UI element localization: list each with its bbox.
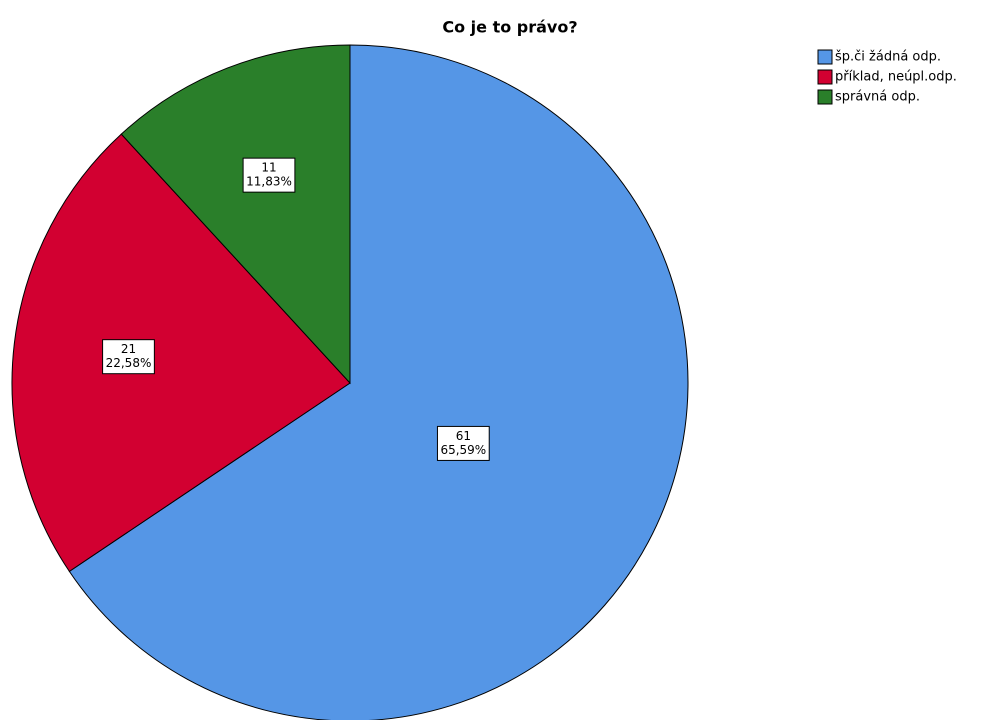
legend-label: správná odp. [835, 90, 920, 105]
legend-swatch [817, 89, 833, 105]
chart-title: Co je to právo? [442, 18, 577, 37]
data-label-count: 11 [261, 161, 276, 175]
legend-label: příklad, neúpl.odp. [835, 70, 957, 85]
data-label-percent: 65,59% [440, 443, 486, 457]
data-label-box [436, 425, 490, 461]
data-label-count: 21 [121, 342, 136, 356]
pie-slice [120, 44, 351, 385]
data-label-box [242, 157, 296, 193]
legend-swatch [817, 49, 833, 65]
pie-slice [11, 133, 351, 573]
data-label-percent: 22,58% [106, 356, 152, 370]
data-label-percent: 11,83% [246, 175, 292, 189]
data-label-count: 61 [456, 429, 471, 443]
legend-label: šp.či žádná odp. [835, 50, 941, 65]
data-label-box [102, 339, 155, 375]
pie-slice [68, 44, 689, 720]
legend-swatch [817, 69, 833, 85]
